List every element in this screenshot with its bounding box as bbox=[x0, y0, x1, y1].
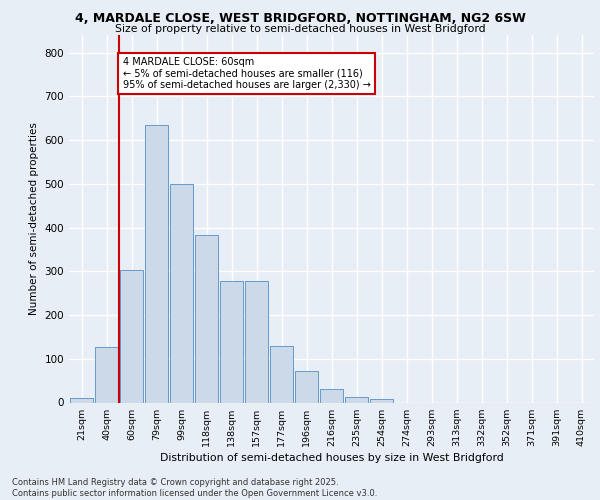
Bar bbox=[195, 235, 218, 402]
Bar bbox=[370, 400, 393, 402]
Text: 4 MARDALE CLOSE: 60sqm
← 5% of semi-detached houses are smaller (116)
95% of sem: 4 MARDALE CLOSE: 60sqm ← 5% of semi-deta… bbox=[123, 57, 371, 90]
Bar bbox=[170, 184, 193, 402]
Bar bbox=[70, 398, 93, 402]
Text: 4, MARDALE CLOSE, WEST BRIDGFORD, NOTTINGHAM, NG2 6SW: 4, MARDALE CLOSE, WEST BRIDGFORD, NOTTIN… bbox=[74, 12, 526, 26]
Y-axis label: Number of semi-detached properties: Number of semi-detached properties bbox=[29, 122, 39, 315]
Bar bbox=[220, 281, 243, 402]
Bar bbox=[270, 346, 293, 403]
Bar bbox=[245, 281, 268, 402]
Bar bbox=[295, 370, 318, 402]
Bar bbox=[345, 397, 368, 402]
Bar bbox=[95, 346, 118, 403]
Text: Size of property relative to semi-detached houses in West Bridgford: Size of property relative to semi-detach… bbox=[115, 24, 485, 34]
Bar bbox=[145, 124, 168, 402]
Text: Contains HM Land Registry data © Crown copyright and database right 2025.
Contai: Contains HM Land Registry data © Crown c… bbox=[12, 478, 377, 498]
Bar bbox=[320, 390, 343, 402]
X-axis label: Distribution of semi-detached houses by size in West Bridgford: Distribution of semi-detached houses by … bbox=[160, 453, 503, 463]
Bar bbox=[120, 270, 143, 402]
